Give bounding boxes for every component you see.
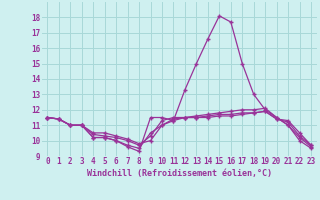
X-axis label: Windchill (Refroidissement éolien,°C): Windchill (Refroidissement éolien,°C)	[87, 169, 272, 178]
